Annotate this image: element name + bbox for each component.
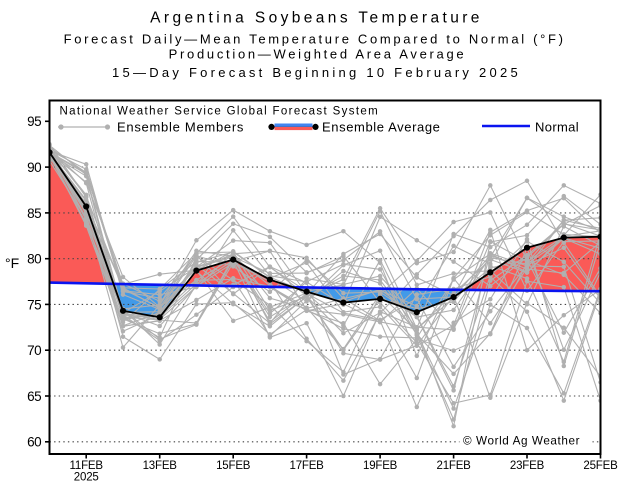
svg-text:°F: °F: [5, 255, 19, 271]
svg-text:Argentina Soybeans Temperature: Argentina Soybeans Temperature: [150, 9, 483, 26]
svg-text:Production—Weighted Area Avera: Production—Weighted Area Average: [169, 46, 467, 61]
svg-text:17FEB: 17FEB: [290, 460, 325, 472]
svg-text:Ensemble Members: Ensemble Members: [117, 119, 244, 134]
svg-text:National Weather Service Globa: National Weather Service Global Forecast…: [60, 105, 380, 117]
svg-text:15—Day Forecast Beginning 10 F: 15—Day Forecast Beginning 10 February 20…: [112, 65, 521, 80]
svg-text:2025: 2025: [74, 471, 99, 482]
svg-text:11FEB: 11FEB: [70, 460, 104, 472]
svg-text:Normal: Normal: [535, 119, 579, 134]
svg-text:13FEB: 13FEB: [143, 460, 178, 472]
svg-text:65: 65: [27, 389, 41, 404]
svg-text:© World Ag Weather: © World Ag Weather: [463, 435, 580, 448]
svg-text:85: 85: [27, 206, 41, 221]
svg-text:15FEB: 15FEB: [216, 460, 251, 472]
svg-text:80: 80: [27, 252, 41, 267]
svg-text:70: 70: [27, 343, 41, 358]
svg-text:Ensemble Average: Ensemble Average: [322, 119, 441, 134]
svg-text:75: 75: [27, 297, 41, 312]
svg-text:19FEB: 19FEB: [363, 460, 398, 472]
svg-text:95: 95: [27, 114, 41, 129]
svg-text:23FEB: 23FEB: [510, 460, 545, 472]
svg-text:Forecast Daily—Mean Temperatur: Forecast Daily—Mean Temperature Compared…: [64, 31, 566, 46]
svg-text:60: 60: [27, 435, 41, 450]
svg-text:25FEB: 25FEB: [583, 460, 618, 472]
svg-text:90: 90: [27, 160, 41, 175]
svg-text:21FEB: 21FEB: [437, 460, 472, 472]
